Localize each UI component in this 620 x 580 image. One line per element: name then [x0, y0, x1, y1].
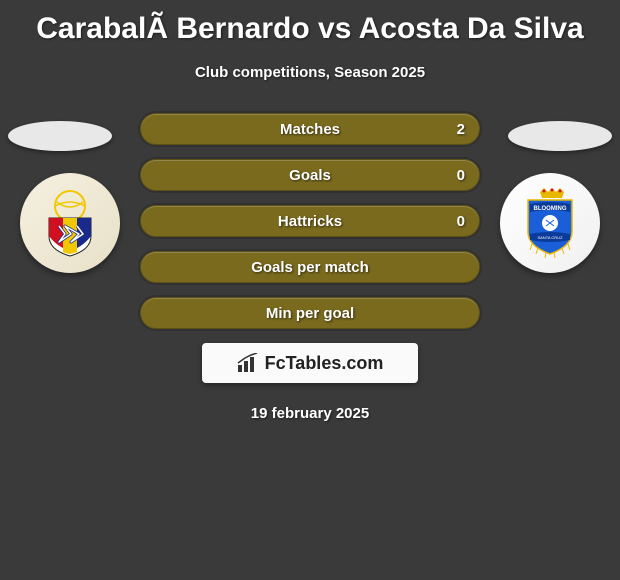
player-photo-right	[508, 121, 612, 151]
club-badge-right-circle: BLOOMING SANTA CRUZ	[500, 173, 600, 273]
stat-row: Goals per match	[140, 251, 480, 283]
comparison-title: CarabalÃ Bernardo vs Acosta Da Silva	[0, 0, 620, 46]
stat-label: Goals per match	[251, 259, 369, 276]
comparison-date: 19 february 2025	[0, 405, 620, 422]
stat-row: Hattricks 0	[140, 205, 480, 237]
brand-badge[interactable]: FcTables.com	[202, 343, 418, 383]
stat-label: Goals	[289, 167, 331, 184]
stat-label: Hattricks	[278, 213, 342, 230]
player-photo-left	[8, 121, 112, 151]
club-crest-left-icon	[35, 188, 105, 258]
comparison-content: BLOOMING SANTA CRUZ Matches2Goals0Hattri…	[0, 113, 620, 422]
stat-label: Min per goal	[266, 305, 354, 322]
stat-label: Matches	[280, 121, 340, 138]
club-badge-left	[20, 173, 120, 273]
stat-row: Goals 0	[140, 159, 480, 191]
stat-rows: Matches 2 Goals 0 Hattricks 0 Goals per match M…	[140, 113, 480, 329]
bar-chart-icon	[237, 353, 259, 373]
club-badge-right: BLOOMING SANTA CRUZ	[500, 173, 600, 273]
stat-row: Min per goal	[140, 297, 480, 329]
comparison-subtitle: Club competitions, Season 2025	[0, 64, 620, 81]
club-crest-right-icon: BLOOMING SANTA CRUZ	[518, 188, 582, 258]
brand-text: FcTables.com	[265, 353, 384, 374]
club-badge-left-circle	[20, 173, 120, 273]
stat-value: 2	[457, 121, 465, 138]
stat-value: 0	[457, 213, 465, 230]
svg-text:SANTA CRUZ: SANTA CRUZ	[537, 235, 563, 240]
svg-text:BLOOMING: BLOOMING	[534, 206, 567, 212]
stat-row: Matches 2	[140, 113, 480, 145]
stat-value: 0	[457, 167, 465, 184]
